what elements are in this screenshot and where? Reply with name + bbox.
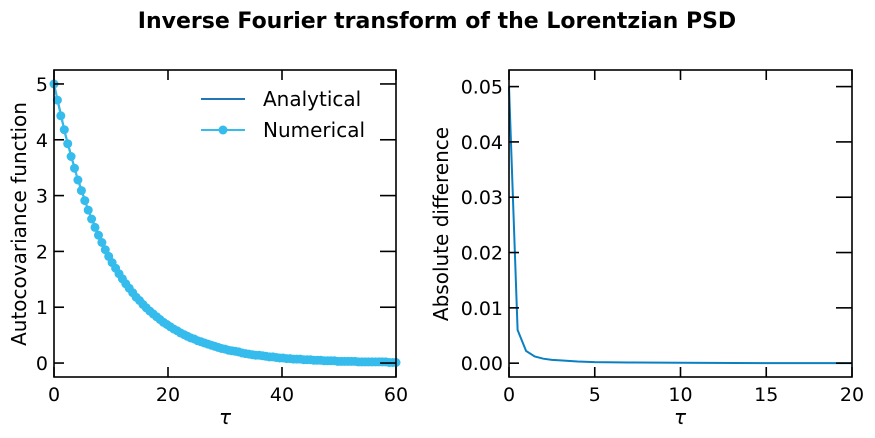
numerical-point (73, 175, 83, 185)
numerical-point (59, 125, 69, 135)
y-tick-label: 2 (36, 241, 48, 263)
y-tick-label: 0.00 (461, 353, 503, 375)
x-tick-label: 10 (668, 384, 692, 406)
numerical-point (52, 95, 62, 105)
autocovariance-series-layer (49, 79, 401, 367)
x-tick-label: 20 (840, 384, 864, 406)
legend-swatch-numerical-marker (218, 125, 228, 135)
y-tick-label: 0.03 (461, 187, 503, 209)
numerical-point (87, 214, 97, 224)
numerical-point (100, 245, 110, 255)
numerical-point (56, 111, 66, 121)
y-tick-label: 1 (36, 297, 48, 319)
x-tick-label: 20 (156, 384, 180, 406)
numerical-point (63, 139, 73, 149)
y-tick-label: 0.02 (461, 243, 503, 265)
x-tick-label: 0 (48, 384, 60, 406)
numerical-point (97, 238, 107, 247)
y-tick-label: 0 (36, 353, 48, 375)
figure-title: Inverse Fourier transform of the Lorentz… (138, 9, 736, 34)
autocovariance-plot-frame (53, 69, 397, 378)
difference-plot-frame (508, 69, 853, 378)
legend: Analytical Numerical (201, 87, 365, 142)
numerical-point (83, 205, 93, 215)
numerical-point (90, 222, 100, 232)
y-tick-label: 0.05 (461, 77, 503, 99)
numerical-point (70, 163, 79, 173)
y-tick-label: 3 (36, 186, 48, 208)
absolute-difference-plot: 0 5 10 15 20 0.00 0.01 0.02 0.03 0.04 0.05 τ Absol… (429, 69, 864, 429)
numerical-point (66, 152, 76, 161)
difference-series-layer (508, 86, 852, 365)
y-tick-label: 0.04 (461, 132, 503, 154)
autocovariance-x-axis-label: τ (219, 405, 232, 429)
x-tick-label: 15 (754, 384, 778, 406)
y-tick-label: 0.01 (461, 298, 503, 320)
y-tick-label: 5 (36, 74, 48, 96)
difference-x-axis-label: τ (674, 405, 687, 429)
difference-ticks: 0 5 10 15 20 0.00 0.01 0.02 0.03 0.04 0.05 (461, 70, 864, 406)
difference-y-axis-label: Absolute difference (429, 127, 453, 321)
legend-label-numerical: Numerical (263, 118, 365, 142)
x-tick-label: 40 (270, 384, 294, 406)
legend-label-analytical: Analytical (263, 87, 361, 111)
numerical-point (80, 196, 90, 206)
numerical-point (76, 186, 86, 196)
y-tick-label: 4 (36, 130, 48, 152)
difference-line (508, 86, 852, 365)
autocovariance-ticks: 0 20 40 60 0 1 2 3 4 5 (36, 70, 408, 406)
numerical-point (94, 230, 103, 240)
autocovariance-y-axis-label: Autocovariance function (7, 102, 31, 346)
x-tick-label: 0 (503, 384, 515, 406)
x-tick-label: 5 (589, 384, 601, 406)
x-tick-label: 60 (384, 384, 408, 406)
